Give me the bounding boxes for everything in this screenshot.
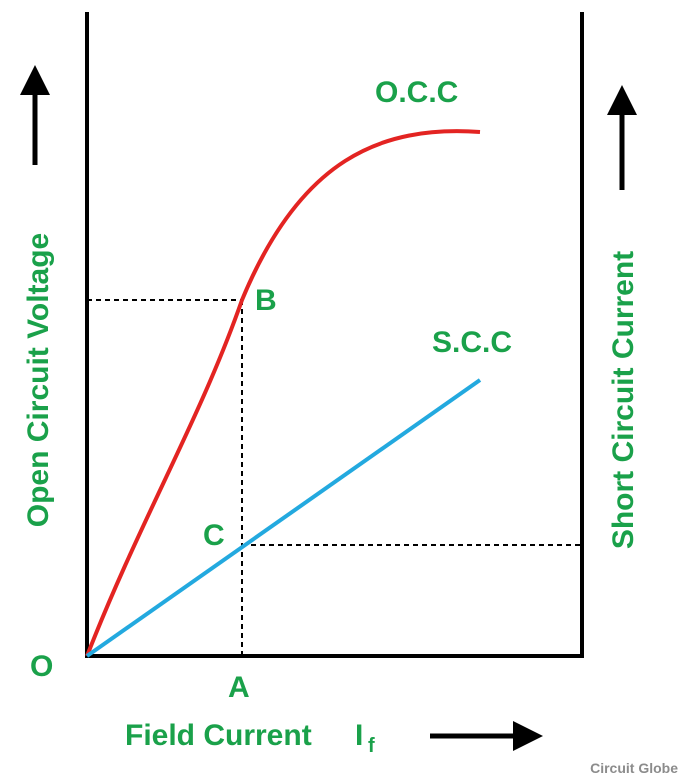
- point-b-label: B: [255, 284, 277, 317]
- x-axis-symbol: I: [355, 719, 363, 752]
- scc-line: [85, 378, 482, 658]
- occ-label: O.C.C: [375, 76, 458, 109]
- left-axis-label: Open Circuit Voltage: [22, 233, 55, 527]
- watermark: Circuit Globe: [590, 760, 678, 776]
- right-axis-label: Short Circuit Current: [607, 251, 640, 549]
- point-o-label: O: [30, 650, 53, 683]
- point-a-label: A: [228, 671, 250, 704]
- point-c-label: C: [203, 519, 225, 552]
- scc-label: S.C.C: [432, 326, 512, 359]
- x-axis-subscript: f: [368, 735, 375, 757]
- occ-curve: [85, 129, 481, 657]
- x-axis-label: Field Current: [125, 719, 312, 752]
